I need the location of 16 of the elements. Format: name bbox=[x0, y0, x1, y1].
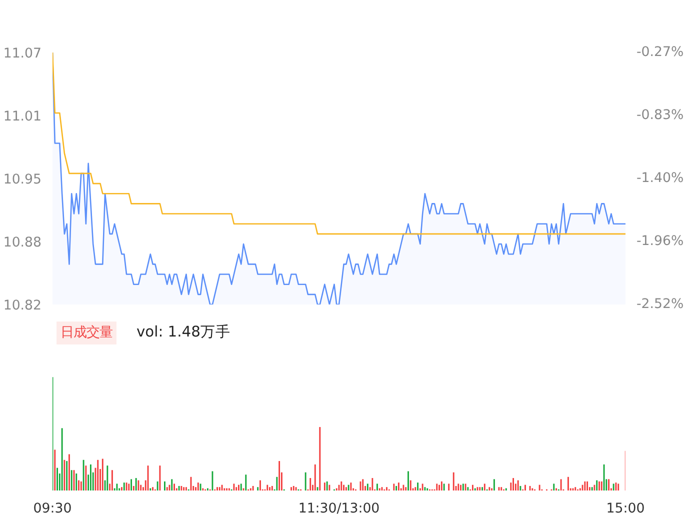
y2-tick-label: -1.40% bbox=[636, 171, 684, 186]
y2-tick-label: -1.96% bbox=[636, 234, 684, 249]
x-tick-label: 11:30/13:00 bbox=[298, 502, 380, 516]
x-tick-label: 09:30 bbox=[33, 502, 72, 516]
line-series bbox=[52, 52, 626, 235]
y-tick-label: 11.07 bbox=[3, 46, 42, 62]
text: vol: 1.48万手 bbox=[136, 324, 230, 340]
text: 日成交量 bbox=[60, 324, 112, 340]
y-tick-label: 11.01 bbox=[3, 110, 42, 124]
y-tick-label: 10.95 bbox=[3, 172, 42, 188]
y2-tick-label: -0.83% bbox=[636, 108, 684, 123]
y-tick-label: 10.82 bbox=[3, 298, 42, 314]
y-tick-label: 10.88 bbox=[3, 236, 42, 250]
y2-tick-label: -2.52% bbox=[636, 297, 684, 312]
x-tick-label: 15:00 bbox=[606, 502, 645, 516]
y2-tick-label: -0.27% bbox=[636, 45, 684, 60]
